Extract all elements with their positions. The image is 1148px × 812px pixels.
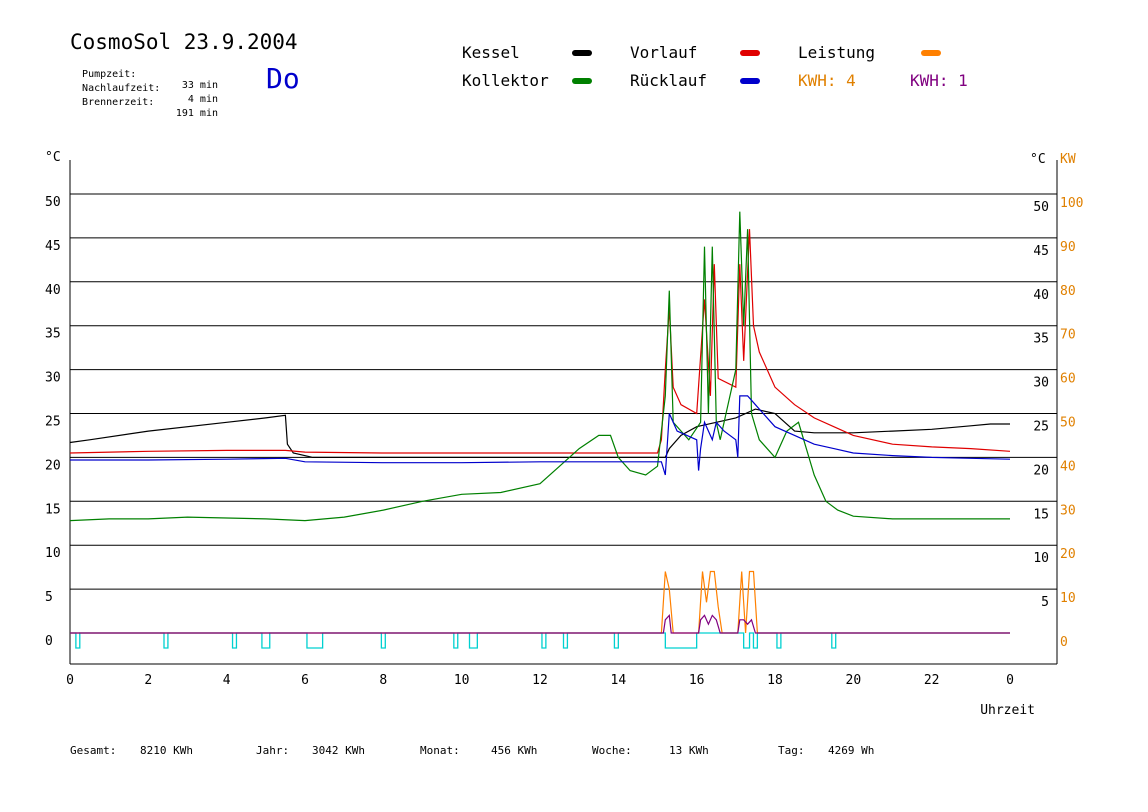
series-line-kessel bbox=[69, 408, 1010, 458]
y-tick-label: 0 bbox=[45, 634, 53, 649]
y-axis-label-left: °C bbox=[45, 150, 61, 165]
footer-monat-label: Monat: bbox=[420, 744, 460, 757]
footer-jahr-label: Jahr: bbox=[256, 744, 290, 757]
info-value: 33 min bbox=[181, 80, 218, 91]
power-tick-label: 50 bbox=[1060, 416, 1076, 431]
y-tick-label: 20 bbox=[45, 458, 61, 473]
power-tick-label: 10 bbox=[1060, 591, 1076, 606]
y-tick-label-right: 10 bbox=[1033, 551, 1049, 566]
x-tick-label: 2 bbox=[144, 673, 152, 688]
series-line-rcklauf bbox=[70, 395, 1011, 476]
x-tick-label: 12 bbox=[532, 673, 548, 688]
legend-kessel-swatch bbox=[572, 50, 592, 56]
y-tick-label-right: 25 bbox=[1033, 420, 1049, 435]
info-label: Brennerzeit: bbox=[82, 97, 155, 108]
x-tick-label: 14 bbox=[611, 673, 627, 688]
y-tick-label: 30 bbox=[45, 371, 61, 386]
y-tick-label: 35 bbox=[45, 327, 61, 342]
legend-kwh-purple: KWH: 1 bbox=[910, 71, 968, 90]
y-tick-label: 45 bbox=[45, 239, 61, 254]
footer-gesamt-label: Gesamt: bbox=[70, 744, 117, 757]
weekday-label: Do bbox=[266, 62, 300, 95]
y-tick-label: 25 bbox=[45, 415, 61, 430]
footer-gesamt-value: 8210 KWh bbox=[140, 744, 193, 757]
y-tick-label-right: 20 bbox=[1033, 463, 1049, 478]
footer-woche-label: Woche: bbox=[592, 744, 632, 757]
y-tick-label: 40 bbox=[45, 283, 61, 298]
power-tick-label: 80 bbox=[1060, 284, 1076, 299]
pump-state-line bbox=[70, 632, 1010, 649]
x-tick-label: 22 bbox=[924, 673, 940, 688]
x-tick-label: 0 bbox=[1006, 673, 1014, 688]
info-row-pumpzeit: Pumpzeit: 33 min bbox=[70, 58, 218, 91]
x-tick-label: 18 bbox=[767, 673, 783, 688]
x-tick-label: 10 bbox=[454, 673, 470, 688]
y-axis-label-right: °C bbox=[1030, 152, 1046, 167]
y-tick-label-right: 30 bbox=[1033, 376, 1049, 391]
y-tick-label: 10 bbox=[45, 546, 61, 561]
legend-ruecklauf-label: Rücklauf bbox=[630, 71, 708, 90]
footer-tag-label: Tag: bbox=[778, 744, 805, 757]
power-tick-label: 30 bbox=[1060, 503, 1076, 518]
y-tick-label: 50 bbox=[45, 195, 61, 210]
y-tick-label-right: 40 bbox=[1033, 288, 1049, 303]
y-tick-label-right: 5 bbox=[1041, 595, 1049, 610]
legend-leistung-label: Leistung bbox=[798, 43, 876, 62]
x-tick-label: 6 bbox=[301, 673, 309, 688]
legend-kessel-label: Kessel bbox=[462, 43, 520, 62]
legend-vorlauf-label: Vorlauf bbox=[630, 43, 698, 62]
y-tick-label: 5 bbox=[45, 590, 53, 605]
power-tick-label: 60 bbox=[1060, 372, 1076, 387]
series-line-kwh bbox=[70, 614, 1010, 634]
legend-leistung-swatch bbox=[921, 50, 941, 56]
series-line-leistung bbox=[70, 570, 1010, 634]
info-row-nachlaufzeit: Nachlaufzeit: 4 min bbox=[70, 72, 218, 105]
legend-kollektor-swatch bbox=[572, 78, 592, 84]
x-tick-label: 4 bbox=[223, 673, 231, 688]
footer-tag-value: 4269 Wh bbox=[828, 744, 875, 757]
info-row-brennerzeit: Brennerzeit: 191 min bbox=[70, 86, 218, 119]
y-axis-label-power: KW bbox=[1060, 152, 1076, 167]
power-tick-label: 70 bbox=[1060, 328, 1076, 343]
info-label: Nachlaufzeit: bbox=[82, 83, 161, 94]
x-axis-label: Uhrzeit bbox=[980, 703, 1035, 718]
power-tick-label: 20 bbox=[1060, 547, 1076, 562]
y-tick-label-right: 50 bbox=[1033, 200, 1049, 215]
footer-jahr-value: 3042 KWh bbox=[312, 744, 365, 757]
power-tick-label: 0 bbox=[1060, 635, 1068, 650]
series-line-kollektor bbox=[69, 211, 1010, 522]
x-tick-label: 0 bbox=[66, 673, 74, 688]
footer-monat-value: 456 KWh bbox=[491, 744, 538, 757]
info-value: 4 min bbox=[187, 94, 218, 105]
power-tick-label: 90 bbox=[1060, 240, 1076, 255]
chart-title: CosmoSol 23.9.2004 bbox=[70, 30, 298, 54]
y-tick-label-right: 15 bbox=[1033, 507, 1049, 522]
footer-woche-value: 13 KWh bbox=[669, 744, 709, 757]
x-tick-label: 8 bbox=[379, 673, 387, 688]
legend-ruecklauf-swatch bbox=[740, 78, 760, 84]
legend-kollektor-label: Kollektor bbox=[462, 71, 549, 90]
y-tick-label: 15 bbox=[45, 502, 61, 517]
y-tick-label-right: 45 bbox=[1033, 244, 1049, 259]
legend-vorlauf-swatch bbox=[740, 50, 760, 56]
y-tick-label-right: 35 bbox=[1033, 332, 1049, 347]
series-line-vorlauf bbox=[69, 229, 1011, 454]
x-tick-label: 16 bbox=[689, 673, 705, 688]
info-label: Pumpzeit: bbox=[82, 69, 137, 80]
x-tick-label: 20 bbox=[846, 673, 862, 688]
legend-kwh-orange: KWH: 4 bbox=[798, 71, 856, 90]
power-tick-label: 100 bbox=[1060, 196, 1083, 211]
info-value: 191 min bbox=[175, 108, 218, 119]
power-tick-label: 40 bbox=[1060, 459, 1076, 474]
